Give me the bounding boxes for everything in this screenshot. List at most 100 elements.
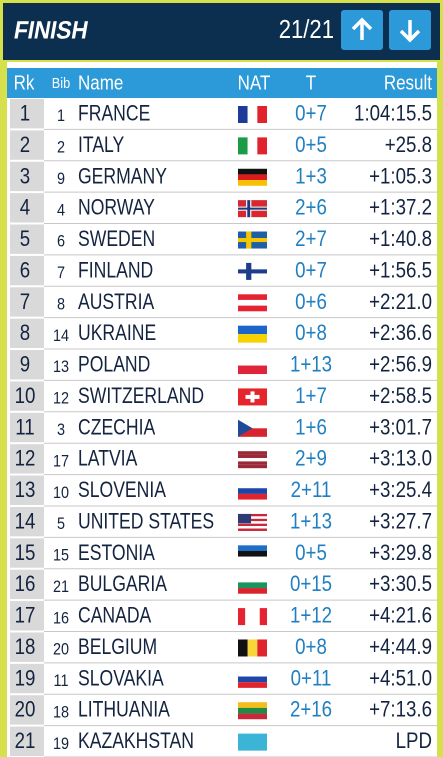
shooting-group: 0+8 — [295, 636, 327, 660]
bib: 17 — [53, 452, 69, 470]
rank: 14 — [15, 510, 36, 534]
flag-stripe — [238, 451, 267, 455]
rank-cell — [10, 350, 44, 380]
flag-stripe — [238, 551, 267, 557]
name: BELGIUM — [78, 635, 157, 659]
result: +1:37.2 — [369, 196, 432, 220]
rank-cell — [10, 695, 44, 725]
bib-group: 10 — [53, 484, 69, 502]
bib-group: 6 — [57, 233, 65, 251]
flag-stripe — [238, 106, 248, 123]
flag-stripe — [238, 493, 267, 500]
t-header: T — [306, 71, 316, 94]
flag-stripe — [238, 305, 267, 312]
rank-group: 18 — [15, 636, 36, 660]
flag-stripe — [238, 707, 267, 714]
result-group: +7:13.6 — [369, 698, 432, 722]
flag-stripe — [238, 428, 267, 437]
result-header-group: Result — [384, 71, 433, 94]
bib: 19 — [53, 735, 69, 753]
bib-header-group: Bib — [52, 74, 71, 91]
bib: 8 — [57, 295, 65, 313]
result: +7:13.6 — [369, 698, 432, 722]
bib: 5 — [57, 515, 65, 533]
flag-stripe — [238, 516, 267, 519]
name-header: Name — [78, 71, 123, 94]
name: UNITED STATES — [78, 510, 214, 534]
bib: 12 — [53, 390, 69, 408]
rank: 15 — [15, 542, 36, 566]
flag-stripe — [238, 588, 267, 594]
name-group: UKRAINE — [78, 321, 156, 345]
flag-stripe — [259, 608, 267, 626]
name-group: GERMANY — [78, 164, 167, 188]
name: GERMANY — [78, 164, 167, 188]
shooting: 1+13 — [290, 353, 332, 377]
rank: 11 — [15, 416, 34, 440]
rank-cell — [10, 601, 44, 631]
bib-group: 13 — [53, 358, 69, 376]
flag-stripe — [245, 608, 253, 626]
flag-stripe — [238, 582, 267, 589]
name: NORWAY — [78, 196, 155, 220]
flag-cross — [238, 269, 267, 274]
rank-cell — [10, 475, 44, 505]
flag-stripe — [238, 299, 267, 306]
bib: 13 — [53, 358, 69, 376]
t-header-group: T — [306, 71, 316, 94]
name-group: NORWAY — [78, 196, 155, 220]
result-group: +4:44.9 — [369, 636, 432, 660]
result: +3:25.4 — [369, 479, 432, 503]
bib-group: 3 — [57, 421, 65, 439]
name-group: BELGIUM — [78, 635, 157, 659]
name: LITHUANIA — [78, 698, 170, 722]
rank-cell — [10, 381, 44, 411]
rank-group: 20 — [15, 698, 36, 722]
flag-stripe — [238, 528, 267, 531]
flag-stripe — [238, 556, 267, 563]
rk-header-group: Rk — [14, 71, 35, 94]
shooting: 0+8 — [295, 636, 327, 660]
flag-stripe — [238, 682, 267, 688]
nat-header: NAT — [238, 71, 271, 94]
name: UKRAINE — [78, 321, 156, 345]
bib-group: 5 — [57, 515, 65, 533]
bib: 6 — [57, 233, 65, 251]
flag-stripe — [238, 608, 246, 626]
rank-group: 9 — [20, 353, 30, 377]
name-group: CANADA — [78, 604, 152, 628]
shooting-group: 0+5 — [295, 134, 327, 158]
name: CANADA — [78, 604, 152, 628]
name: SWITZERLAND — [78, 384, 204, 408]
flag-stripe — [238, 733, 267, 751]
result-group: +3:30.5 — [369, 573, 432, 597]
flag-stripe — [238, 526, 267, 529]
rank-group: 11 — [15, 416, 34, 440]
bib: 4 — [57, 201, 65, 219]
flag-stripe — [238, 454, 267, 458]
result: +3:13.0 — [369, 447, 432, 471]
result-group: +2:56.9 — [369, 353, 432, 377]
result-group: +2:58.5 — [369, 385, 432, 409]
shooting-group: 2+6 — [295, 196, 327, 220]
rank: 18 — [15, 636, 36, 660]
rank-group: 8 — [20, 322, 30, 346]
bib-group: 1 — [57, 107, 65, 125]
rank: 3 — [20, 165, 30, 189]
rank-cell — [10, 99, 44, 129]
bib-group: 14 — [53, 327, 69, 345]
rank: 20 — [15, 698, 36, 722]
name-group: SWITZERLAND — [78, 384, 204, 408]
bib: 9 — [57, 170, 65, 188]
rank-group: 10 — [15, 385, 36, 409]
rank: 19 — [15, 667, 36, 691]
bib: 11 — [54, 672, 69, 690]
rank-cell — [10, 663, 44, 694]
title-group: FINISH — [12, 17, 91, 45]
flag-stripe — [238, 325, 267, 335]
name: SLOVENIA — [78, 478, 167, 502]
result: +4:51.0 — [369, 667, 432, 691]
shooting-group: 0+7 — [295, 259, 327, 283]
shooting: 1+13 — [290, 510, 332, 534]
result-group: +2:36.6 — [369, 322, 432, 346]
